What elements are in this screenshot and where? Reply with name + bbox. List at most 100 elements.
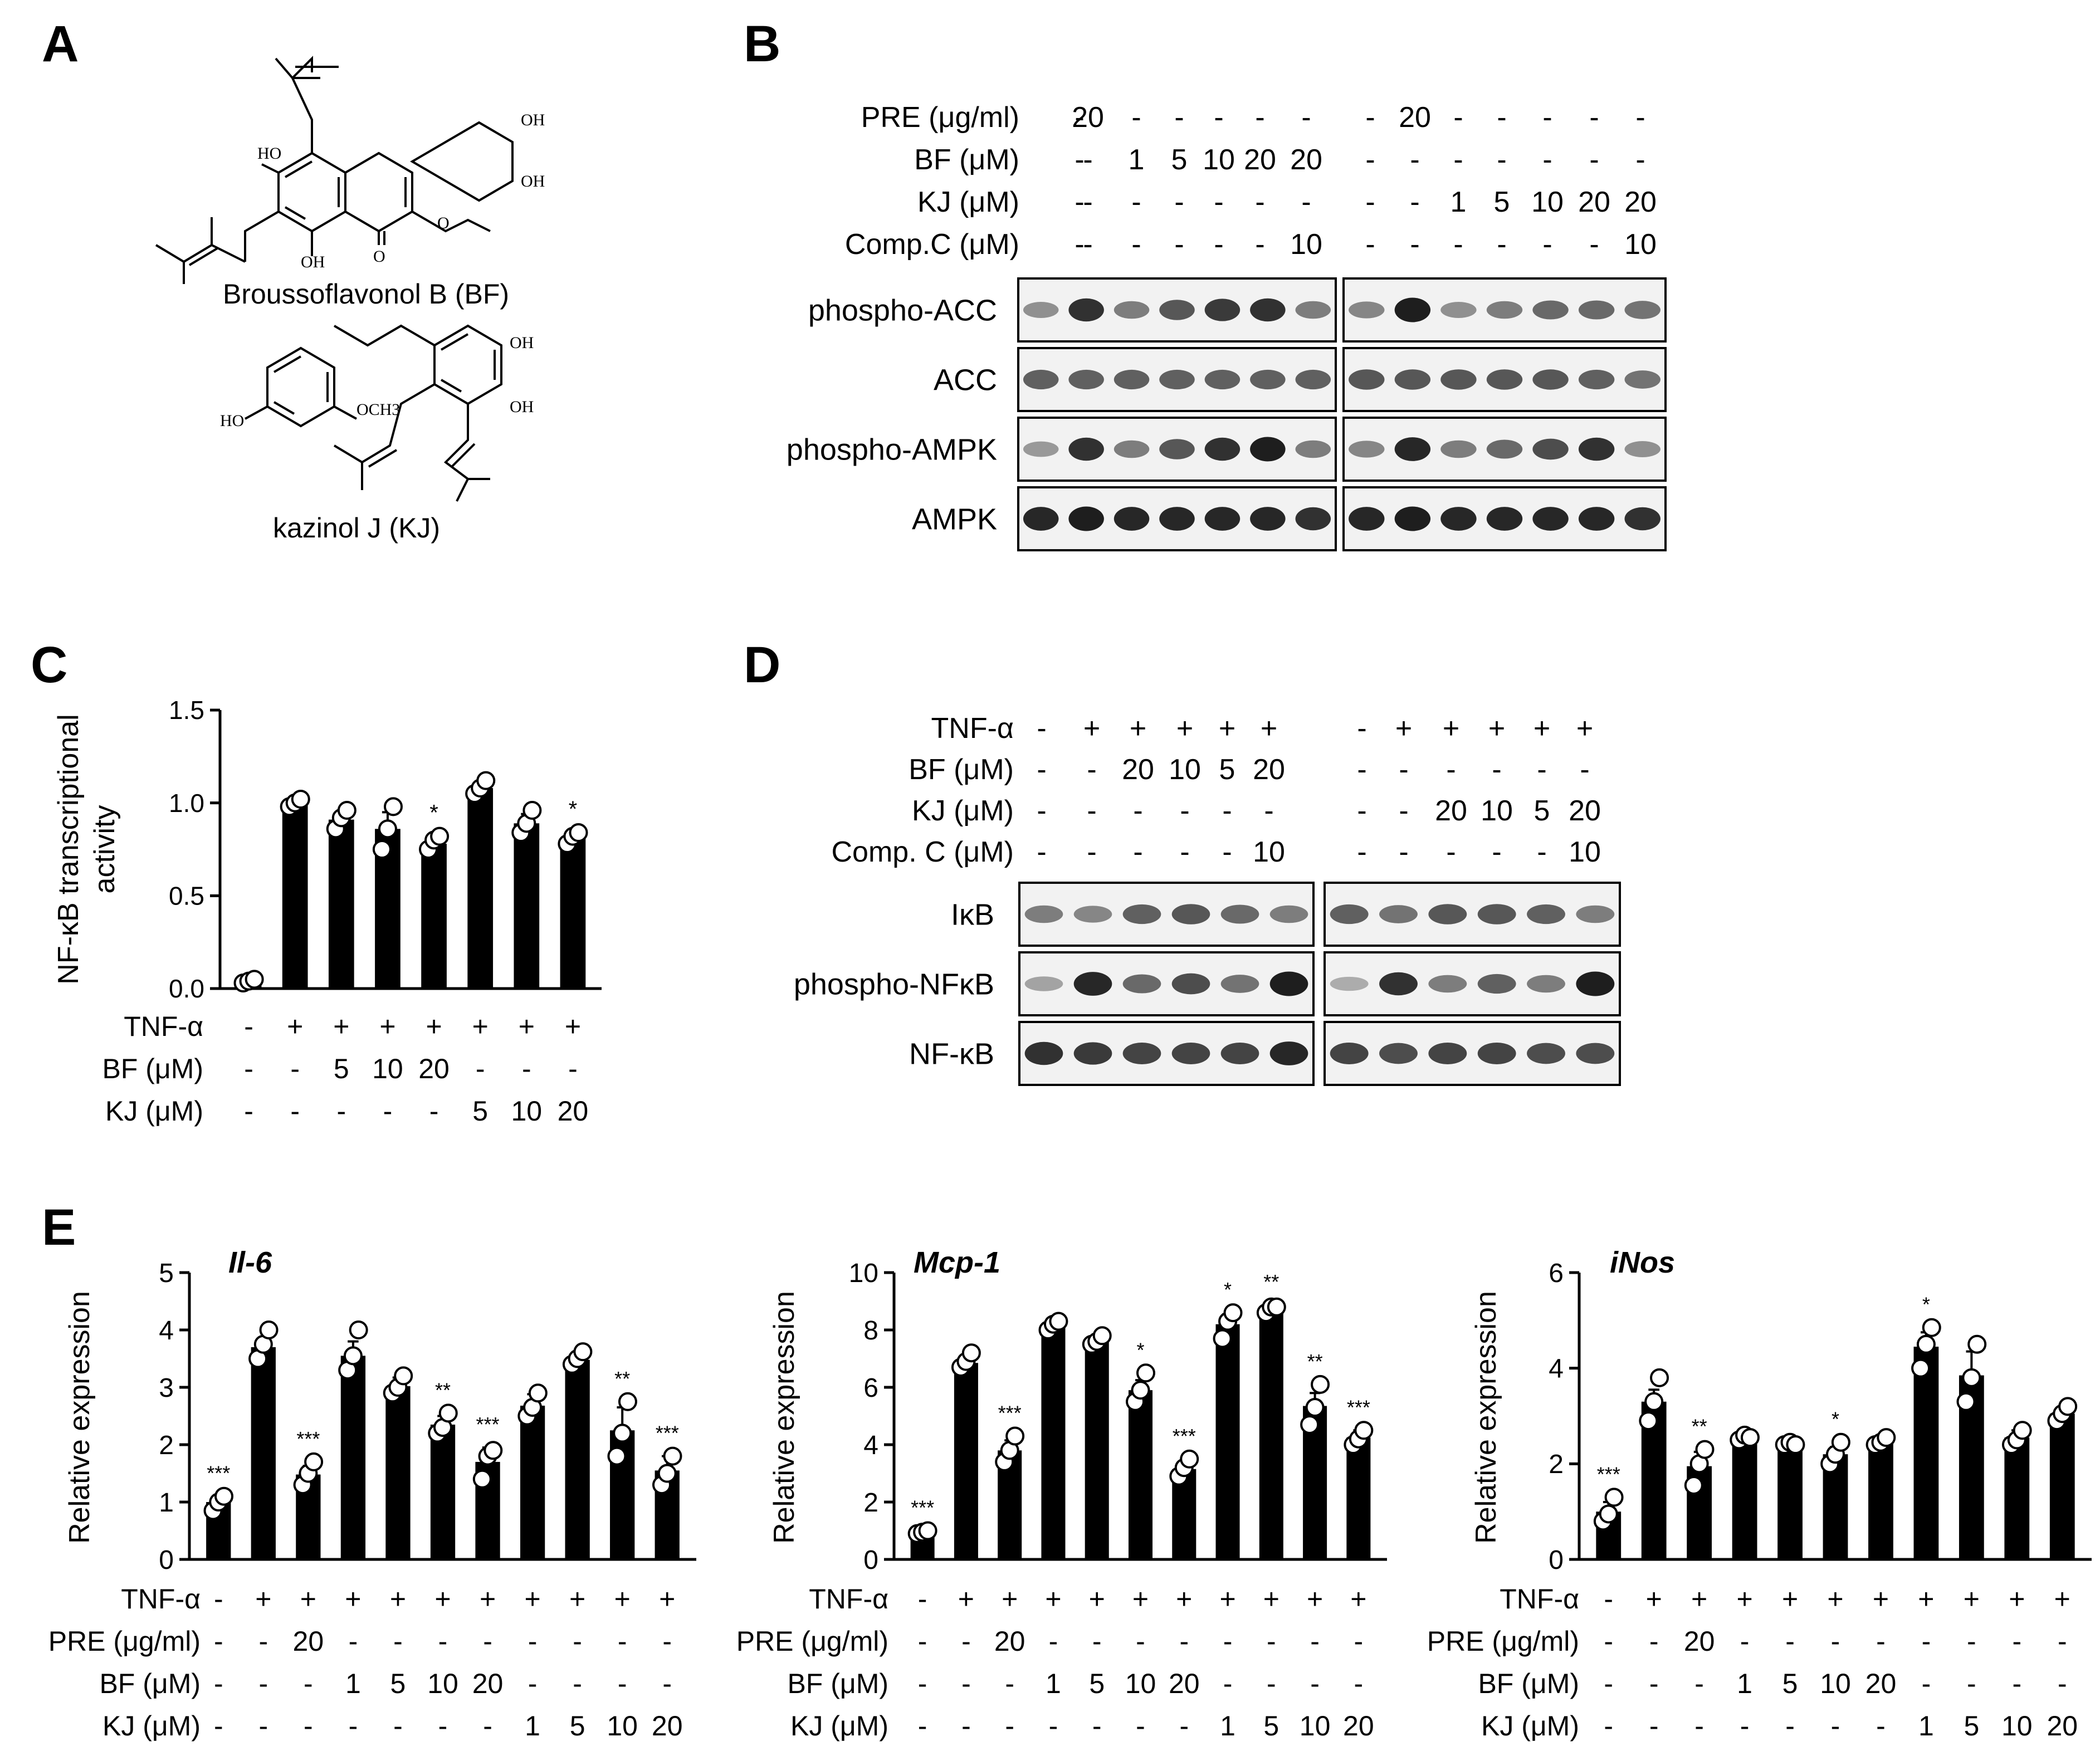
treatment-value: - <box>1399 836 1408 868</box>
treatment-value: - <box>961 1710 971 1742</box>
data-point <box>1005 1426 1025 1446</box>
treatment-value: 20 <box>1343 1710 1374 1742</box>
significance-label: * <box>1136 1338 1144 1361</box>
significance-label: *** <box>656 1422 679 1445</box>
blot-band <box>1330 1043 1369 1064</box>
treatment-value: + <box>1918 1583 1934 1615</box>
significance-label: *** <box>1173 1425 1196 1447</box>
treatment-value: - <box>2058 1626 2067 1657</box>
blot-label: ACC <box>934 363 997 397</box>
treatment-value: - <box>1180 836 1189 868</box>
treatment-value: 20 <box>1253 754 1285 786</box>
blot-band <box>1159 439 1195 459</box>
treatment-value: + <box>1576 712 1593 745</box>
blot-band <box>1624 441 1661 458</box>
treatment-value: + <box>333 1011 349 1042</box>
treatment-value: - <box>1037 712 1046 745</box>
data-point <box>1049 1312 1068 1331</box>
blot-band <box>1269 1041 1308 1065</box>
blot-band <box>1269 905 1308 923</box>
treatment-value: 1 <box>1220 1710 1235 1742</box>
treatment-value: - <box>662 1626 672 1657</box>
bar <box>430 1424 456 1559</box>
treatment-value: - <box>1649 1668 1659 1699</box>
treatment-value: 10 <box>372 1053 403 1084</box>
significance-label: ** <box>1263 1270 1279 1293</box>
treatment-value: - <box>1223 1668 1233 1699</box>
treatment-value: - <box>2012 1626 2021 1657</box>
treatment-value: + <box>480 1583 496 1615</box>
treatment-value: - <box>1222 795 1232 827</box>
treatment-value: - <box>1785 1710 1795 1742</box>
blot-band <box>1576 905 1615 923</box>
treatment-value: - <box>1255 228 1264 261</box>
treatment-value: + <box>565 1011 581 1042</box>
treatment-value: - <box>1497 228 1506 261</box>
treatment-value: 10 <box>1531 186 1564 218</box>
blot-band <box>1330 976 1369 991</box>
treatment-value: - <box>2012 1668 2021 1699</box>
data-point <box>1962 1368 1981 1387</box>
treatment-value: - <box>1075 101 1084 134</box>
treatment-label: KJ (μM) <box>912 795 1014 827</box>
treatment-value: - <box>1049 1626 1058 1657</box>
data-point <box>337 801 356 820</box>
y-tick-label: 0.5 <box>169 881 204 910</box>
blot-band <box>1486 439 1523 459</box>
treatment-value: - <box>1967 1626 1976 1657</box>
data-point <box>961 1343 981 1363</box>
data-point <box>528 1383 548 1403</box>
blot-band <box>1394 297 1431 322</box>
treatment-value: 10 <box>1253 836 1285 868</box>
treatment-value: - <box>349 1710 358 1742</box>
treatment-value: - <box>573 1668 582 1699</box>
blot-band <box>1220 904 1259 924</box>
treatment-value: 20 <box>1578 186 1610 218</box>
treatment-value: - <box>1310 1626 1320 1657</box>
blot-band <box>1114 301 1150 319</box>
blot-band <box>1114 440 1150 458</box>
bf-atom-label: O <box>437 214 450 232</box>
treatment-label: KJ (μM) <box>1481 1710 1579 1742</box>
treatment-value: - <box>1174 186 1184 218</box>
significance-label: *** <box>911 1496 934 1519</box>
treatment-value: - <box>568 1053 578 1084</box>
blot-frame <box>1324 1021 1621 1086</box>
bar <box>282 803 308 989</box>
treatment-value: - <box>1649 1626 1659 1657</box>
panel-letter-b: B <box>744 16 780 72</box>
significance-label: * <box>1832 1408 1839 1431</box>
y-axis-label: NF-κB transcriptional <box>52 714 85 984</box>
blot-band <box>1624 507 1661 531</box>
treatment-value: 5 <box>390 1668 406 1699</box>
bar <box>1732 1437 1757 1559</box>
treatment-value: - <box>1453 144 1463 176</box>
bf-atom-label: OH <box>301 253 325 271</box>
blot-band <box>1532 369 1569 390</box>
blot-band <box>1486 301 1523 319</box>
treatment-value: + <box>1045 1583 1061 1615</box>
treatment-value: - <box>1214 101 1223 134</box>
treatment-value: + <box>1964 1583 1980 1615</box>
bf-atom-label: OH <box>521 111 545 129</box>
treatment-value: + <box>1263 1583 1279 1615</box>
treatment-value: - <box>476 1053 485 1084</box>
treatment-value: + <box>1488 712 1505 745</box>
treatment-label: KJ (μM) <box>917 186 1019 218</box>
blot-band <box>1159 507 1195 531</box>
data-point <box>372 840 392 859</box>
treatment-label: KJ (μM) <box>102 1710 201 1742</box>
bar <box>467 788 494 989</box>
treatment-value: 1 <box>1046 1668 1061 1699</box>
treatment-value: - <box>1357 795 1366 827</box>
treatment-value: + <box>1002 1583 1018 1615</box>
treatment-value: + <box>1646 1583 1662 1615</box>
treatment-value: - <box>1087 754 1096 786</box>
treatment-value: + <box>569 1583 585 1615</box>
blot-band <box>1023 507 1059 531</box>
treatment-value: - <box>1037 795 1046 827</box>
treatment-value: + <box>1089 1583 1105 1615</box>
blot-band <box>1068 506 1104 531</box>
significance-label: *** <box>998 1402 1022 1425</box>
panel-c-chart: 0.0 0.5 1.0 1.5 * * NF-κB transcriptional activ… <box>52 696 602 1127</box>
